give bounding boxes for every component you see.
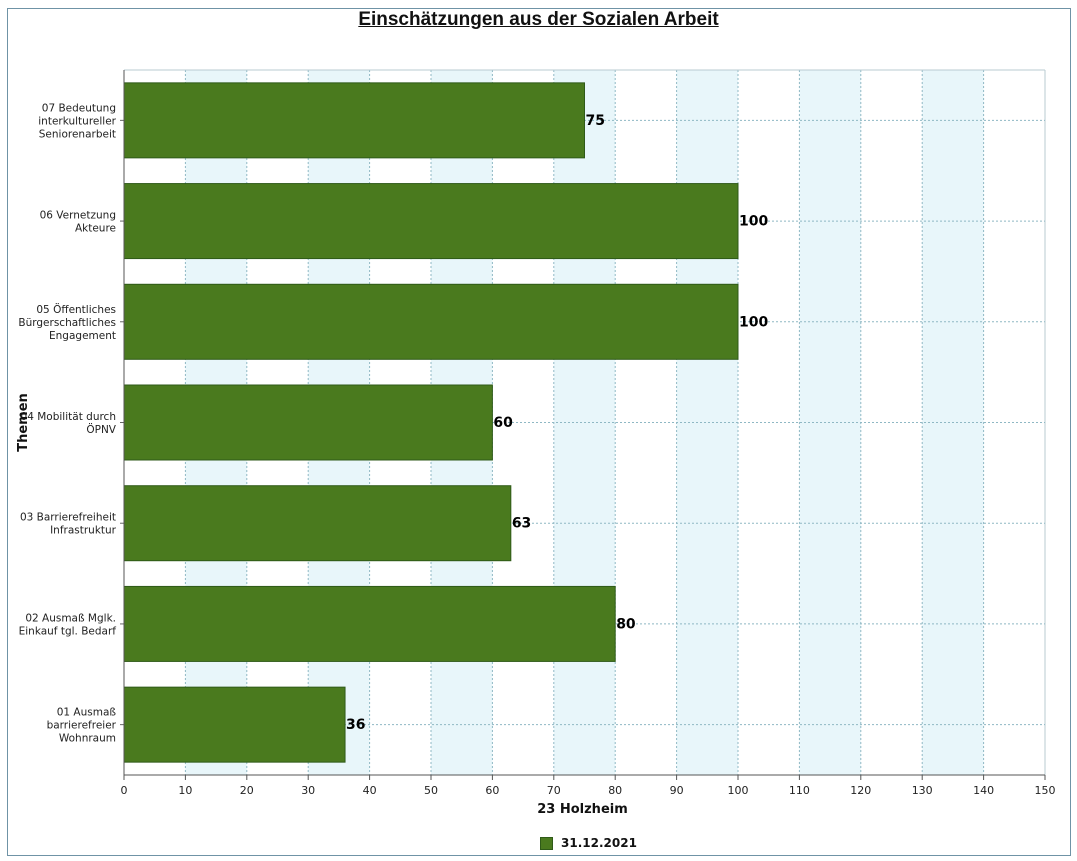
- legend-swatch: [540, 836, 553, 850]
- x-tick-label: 110: [789, 784, 810, 797]
- category-label: 04 Mobilität durch: [21, 411, 116, 423]
- x-tick-label: 80: [608, 784, 622, 797]
- value-label: 100: [739, 314, 768, 330]
- x-tick-label: 20: [240, 784, 254, 797]
- bar: [123, 384, 493, 461]
- bar: [123, 585, 616, 662]
- x-tick-label: 150: [1035, 784, 1056, 797]
- y-axis-title: Themen: [16, 393, 31, 452]
- x-tick-label: 0: [121, 784, 128, 797]
- bar: [123, 283, 739, 360]
- category-label: 06 Vernetzung: [40, 210, 116, 222]
- category-label: 03 Barrierefreiheit: [20, 512, 116, 524]
- x-tick-label: 30: [301, 784, 315, 797]
- category-label: Einkauf tgl. Bedarf: [19, 625, 117, 637]
- legend-label: 31.12.2021: [561, 836, 637, 850]
- x-tick-label: 60: [485, 784, 499, 797]
- category-label: Infrastruktur: [50, 525, 117, 537]
- category-label: 07 Bedeutung: [42, 102, 116, 114]
- value-label: 63: [512, 516, 531, 532]
- x-tick-label: 100: [728, 784, 749, 797]
- category-label: Akteure: [75, 223, 116, 235]
- bar: [123, 82, 585, 159]
- category-label: Seniorenarbeit: [39, 128, 116, 140]
- x-tick-label: 90: [670, 784, 684, 797]
- category-label: Engagement: [49, 330, 116, 342]
- x-tick-label: 50: [424, 784, 438, 797]
- category-label: interkultureller: [38, 115, 116, 127]
- value-label: 60: [493, 415, 513, 431]
- value-label: 100: [739, 214, 768, 230]
- category-label: Bürgerschaftliches: [18, 317, 116, 329]
- value-label: 75: [586, 113, 605, 129]
- x-axis-title: 23 Holzheim: [537, 802, 628, 817]
- x-tick-label: 130: [912, 784, 933, 797]
- x-tick-label: 70: [547, 784, 561, 797]
- category-label: 05 Öffentliches: [36, 303, 116, 316]
- x-tick-label: 140: [973, 784, 994, 797]
- category-label: ÖPNV: [86, 423, 116, 436]
- category-label: barrierefreier: [47, 720, 117, 732]
- bar: [123, 686, 346, 763]
- x-tick-label: 120: [850, 784, 871, 797]
- legend: 31.12.2021: [540, 836, 637, 850]
- x-tick-label: 40: [363, 784, 377, 797]
- bar: [123, 485, 512, 562]
- value-label: 36: [346, 717, 365, 733]
- chart-title: Einschätzungen aus der Sozialen Arbeit: [358, 9, 719, 30]
- value-label: 80: [616, 616, 636, 632]
- category-label: 01 Ausmaß: [57, 707, 117, 719]
- category-label: Wohnraum: [59, 733, 116, 745]
- bar: [123, 183, 739, 260]
- category-label: 02 Ausmaß Mglk.: [25, 612, 116, 624]
- x-tick-label: 10: [178, 784, 192, 797]
